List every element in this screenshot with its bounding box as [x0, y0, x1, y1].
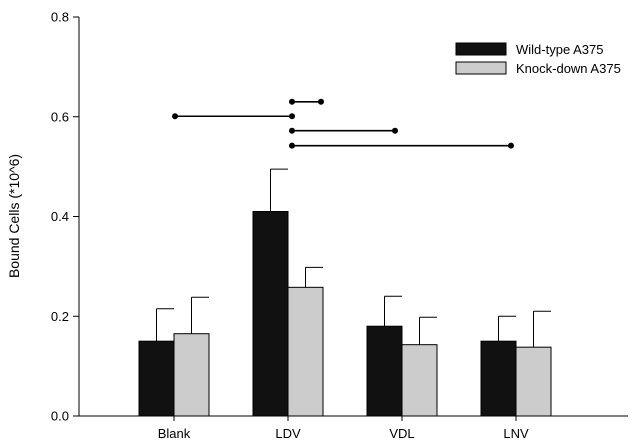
bars [138, 211, 552, 417]
bar-knock-down [173, 333, 210, 417]
x-axis-ticks: Blank LDV VDL LNV [158, 416, 529, 441]
bar-wild-type [480, 340, 517, 417]
bar-wild-type [138, 340, 175, 417]
bar-knock-down [401, 344, 438, 417]
y-tick-label: 0.0 [51, 409, 69, 424]
legend: Wild-type A375 Knock-down A375 [455, 42, 621, 76]
x-tick-label: LNV [503, 426, 529, 441]
y-axis-title: Bound Cells (*10^6) [6, 154, 22, 278]
significance-dot [392, 127, 398, 134]
significance-dot [508, 142, 514, 149]
significance-dot [289, 113, 295, 120]
y-axis-ticks: 0.0 0.2 0.4 0.6 0.8 [51, 10, 79, 424]
x-tick-label: LDV [275, 426, 301, 441]
bar-knock-down [287, 286, 324, 417]
y-tick-label: 0.8 [51, 10, 69, 25]
error-bars [156, 168, 551, 348]
significance-dot [289, 142, 295, 149]
y-tick-label: 0.6 [51, 109, 69, 124]
legend-label-knock-down: Knock-down A375 [516, 61, 621, 76]
legend-swatch-wild-type [455, 42, 507, 56]
bar-wild-type [366, 325, 403, 417]
significance-brackets [172, 98, 514, 149]
significance-dot [172, 113, 178, 120]
x-tick-label: VDL [389, 426, 414, 441]
legend-label-wild-type: Wild-type A375 [516, 42, 603, 57]
significance-dot [289, 98, 295, 105]
bar-knock-down [515, 346, 552, 417]
y-tick-label: 0.4 [51, 209, 69, 224]
legend-swatch-knock-down [455, 61, 507, 75]
bar-wild-type [252, 211, 289, 417]
significance-dot [289, 127, 295, 134]
x-tick-label: Blank [158, 426, 191, 441]
significance-dot [318, 98, 324, 105]
y-tick-label: 0.2 [51, 309, 69, 324]
